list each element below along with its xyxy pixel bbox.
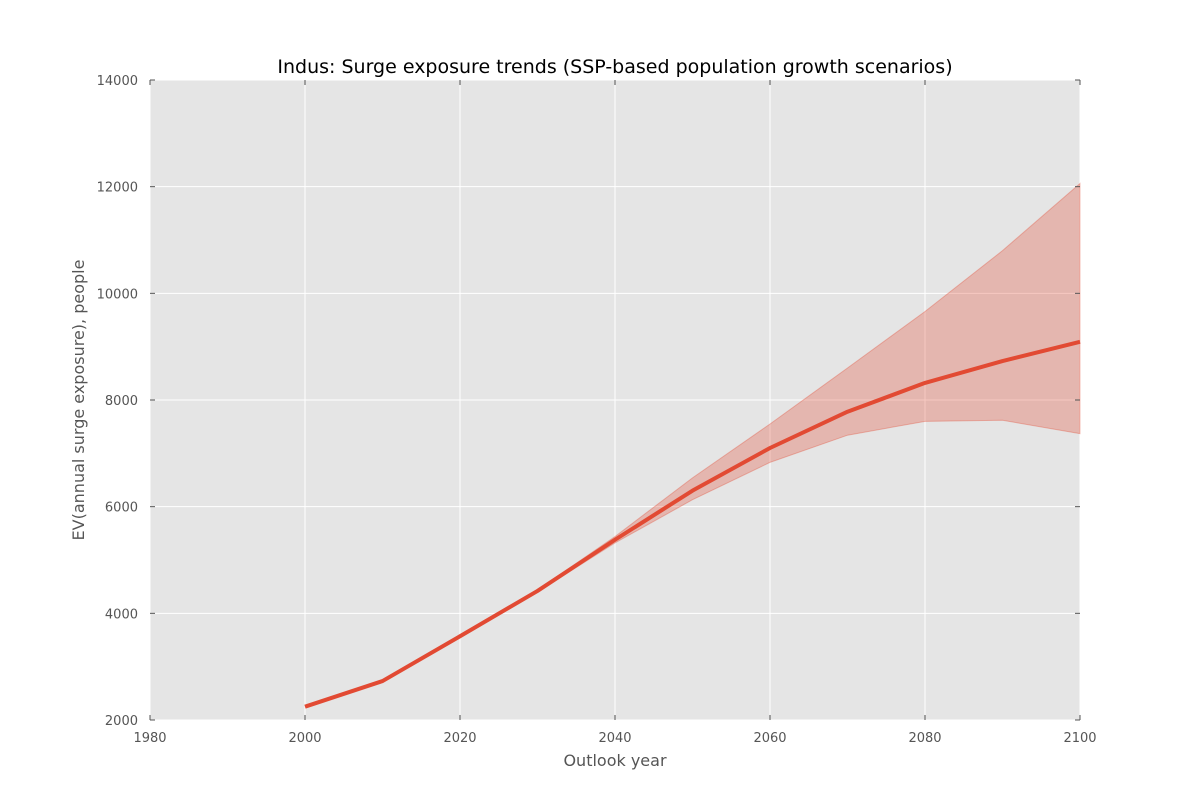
x-tick-label-5: 2080 xyxy=(908,731,941,746)
axis-ticks xyxy=(149,79,1081,721)
y-axis-label: EV(annual surge exposure), people xyxy=(69,260,88,541)
x-tick-label-0: 1980 xyxy=(133,731,166,746)
x-tick-label-3: 2040 xyxy=(598,731,631,746)
y-tick-label-0: 2000 xyxy=(105,714,138,729)
x-tick-label-1: 2000 xyxy=(288,731,321,746)
y-tick-label-6: 14000 xyxy=(97,74,138,89)
series-line-layer xyxy=(304,339,1081,709)
tick-labels: 1980 2000 2020 2040 2060 2080 2100 2000 4000 6000… xyxy=(97,74,1097,746)
chart-title: Indus: Surge exposure trends (SSP-based … xyxy=(277,56,952,78)
x-tick-label-6: 2100 xyxy=(1063,731,1096,746)
y-tick-label-1: 4000 xyxy=(105,607,138,622)
x-axis-label: Outlook year xyxy=(563,751,667,770)
y-tick-label-3: 8000 xyxy=(105,394,138,409)
y-tick-label-4: 10000 xyxy=(97,287,138,302)
series-line-0 xyxy=(304,339,1081,709)
x-tick-label-2: 2020 xyxy=(443,731,476,746)
x-tick-label-4: 2060 xyxy=(753,731,786,746)
y-tick-label-5: 12000 xyxy=(97,181,138,196)
y-tick-label-2: 6000 xyxy=(105,501,138,516)
